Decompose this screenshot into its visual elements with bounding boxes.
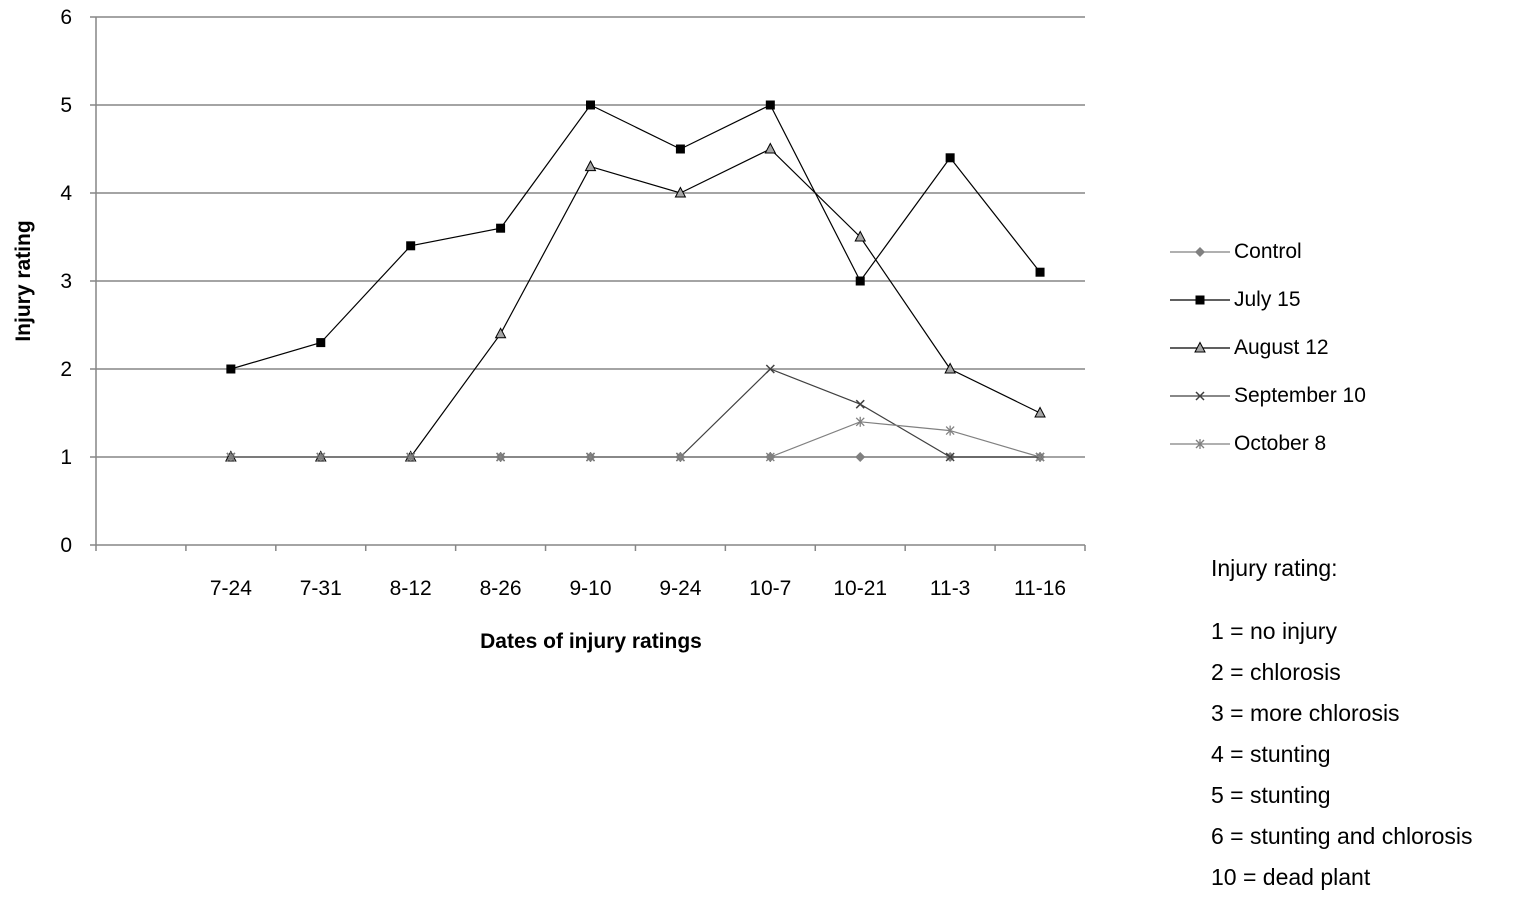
legend-item-august-12: August 12 <box>1170 324 1366 372</box>
series-line-august-12 <box>230 148 1041 458</box>
injury-rating-key-line: 3 = more chlorosis <box>1211 700 1400 726</box>
x-tick-label: 11-3 <box>930 577 970 600</box>
data-point-august-12 <box>494 327 507 339</box>
x-tick-label: 9-10 <box>569 577 611 600</box>
x-tick-label: 8-26 <box>480 577 522 600</box>
data-point-july-15 <box>945 153 955 163</box>
series-line-october-8 <box>230 421 1041 458</box>
data-point-july-15 <box>586 100 595 110</box>
series-line-july-15 <box>230 104 1041 370</box>
injury-rating-key-line: 4 = stunting <box>1211 741 1331 767</box>
legend-label: July 15 <box>1234 288 1301 311</box>
injury-rating-key-line: 6 = stunting and chlorosis <box>1211 823 1473 849</box>
legend-swatch-august-12 <box>1170 341 1230 353</box>
x-tick-label: 7-24 <box>210 577 252 600</box>
data-point-july-15 <box>1035 267 1045 277</box>
axes <box>90 16 1086 551</box>
data-point-october-8 <box>316 452 326 462</box>
y-tick-label: 4 <box>60 182 72 205</box>
injury-rating-key-line: 5 = stunting <box>1211 782 1331 808</box>
data-point-october-8 <box>586 452 595 462</box>
legend-label: October 8 <box>1234 432 1327 455</box>
injury-rating-key-title: Injury rating: <box>1211 555 1338 581</box>
y-tick-label: 6 <box>60 6 72 29</box>
legend-label: September 10 <box>1234 384 1366 407</box>
data-point-september-10 <box>945 452 955 462</box>
data-point-july-15 <box>765 100 775 110</box>
data-point-july-15 <box>406 241 416 251</box>
data-point-august-12 <box>944 362 956 374</box>
y-tick-label: 5 <box>60 94 72 117</box>
legend-item-october-8: October 8 <box>1170 420 1366 468</box>
data-point-july-15 <box>226 364 236 374</box>
data-point-august-12 <box>1034 406 1046 418</box>
x-tick-label: 11-16 <box>1014 577 1066 600</box>
series-july-15 <box>226 100 1045 374</box>
y-tick-label: 2 <box>60 358 72 381</box>
data-point-october-8 <box>1035 452 1045 462</box>
x-tick-label: 10-7 <box>749 577 791 600</box>
legend-item-control: Control <box>1170 228 1366 276</box>
legend-marker-control <box>1195 247 1205 257</box>
data-point-july-15 <box>855 276 865 286</box>
data-point-october-8 <box>675 452 685 462</box>
series-october-8 <box>226 416 1045 462</box>
x-tick-label: 10-21 <box>833 577 887 600</box>
injury-rating-key-line: 1 = no injury <box>1211 618 1337 644</box>
legend-label: August 12 <box>1234 336 1329 359</box>
y-tick-label: 1 <box>60 446 72 469</box>
series-line-september-10 <box>230 368 1041 458</box>
legend-marker-october-8 <box>1195 439 1205 449</box>
gridlines <box>96 16 1085 458</box>
y-tick-label: 0 <box>60 534 72 557</box>
y-axis-title: Injury rating <box>12 220 35 341</box>
data-point-september-10 <box>855 399 865 409</box>
data-point-october-8 <box>855 416 865 427</box>
series-lines <box>225 100 1046 462</box>
data-point-control <box>855 452 866 462</box>
data-point-july-15 <box>675 144 685 154</box>
data-point-july-15 <box>316 338 326 348</box>
injury-rating-key-line: 2 = chlorosis <box>1211 659 1341 685</box>
y-tick-label: 3 <box>60 270 72 293</box>
data-point-august-12 <box>764 142 777 154</box>
legend-marker-september-10 <box>1195 391 1205 401</box>
legend-swatch-july-15 <box>1170 295 1230 305</box>
legend-swatch-september-10 <box>1170 391 1230 401</box>
data-point-october-8 <box>226 452 236 462</box>
legend-item-july-15: July 15 <box>1170 276 1366 324</box>
injury-rating-key-line: 10 = dead plant <box>1211 864 1371 890</box>
legend-label: Control <box>1234 240 1302 263</box>
series-august-12 <box>225 142 1046 462</box>
x-axis-title: Dates of injury ratings <box>480 630 702 653</box>
data-point-july-15 <box>496 223 506 233</box>
data-point-august-12 <box>584 160 597 172</box>
x-tick-label: 8-12 <box>390 577 432 600</box>
legend-swatch-october-8 <box>1170 439 1230 449</box>
data-point-october-8 <box>765 452 775 462</box>
data-point-august-12 <box>674 186 687 198</box>
legend-marker-july-15 <box>1195 295 1205 305</box>
legend-marker-august-12 <box>1194 341 1206 353</box>
data-point-october-8 <box>496 452 506 462</box>
data-point-october-8 <box>945 425 955 436</box>
legend-item-september-10: September 10 <box>1170 372 1366 420</box>
legend-swatch-control <box>1170 247 1230 257</box>
series-september-10 <box>226 364 1045 462</box>
injury-rating-key: Injury rating: 1 = no injury 2 = chlorosi… <box>1211 548 1472 898</box>
data-point-september-10 <box>765 364 775 374</box>
injury-rating-key-lines: 1 = no injury 2 = chlorosis 3 = more chlor… <box>1211 611 1472 898</box>
x-tick-label: 7-31 <box>300 577 342 600</box>
legend: Control July 15 August 12 September 10 Octob… <box>1170 228 1366 468</box>
x-tick-label: 9-24 <box>659 577 701 600</box>
tick-labels: 0 1 2 3 4 5 6 7-24 7-31 8-12 8-26 9-10 9-24 10-7 10-21… <box>60 6 1066 600</box>
data-point-august-12 <box>854 230 867 242</box>
data-point-october-8 <box>406 452 416 462</box>
